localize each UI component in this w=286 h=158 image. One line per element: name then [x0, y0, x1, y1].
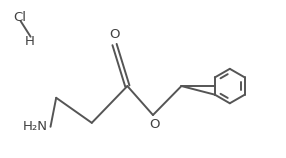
Text: O: O [149, 118, 160, 131]
Text: Cl: Cl [13, 11, 27, 24]
Text: H: H [25, 35, 35, 48]
Text: O: O [109, 28, 120, 41]
Text: H₂N: H₂N [23, 120, 48, 133]
